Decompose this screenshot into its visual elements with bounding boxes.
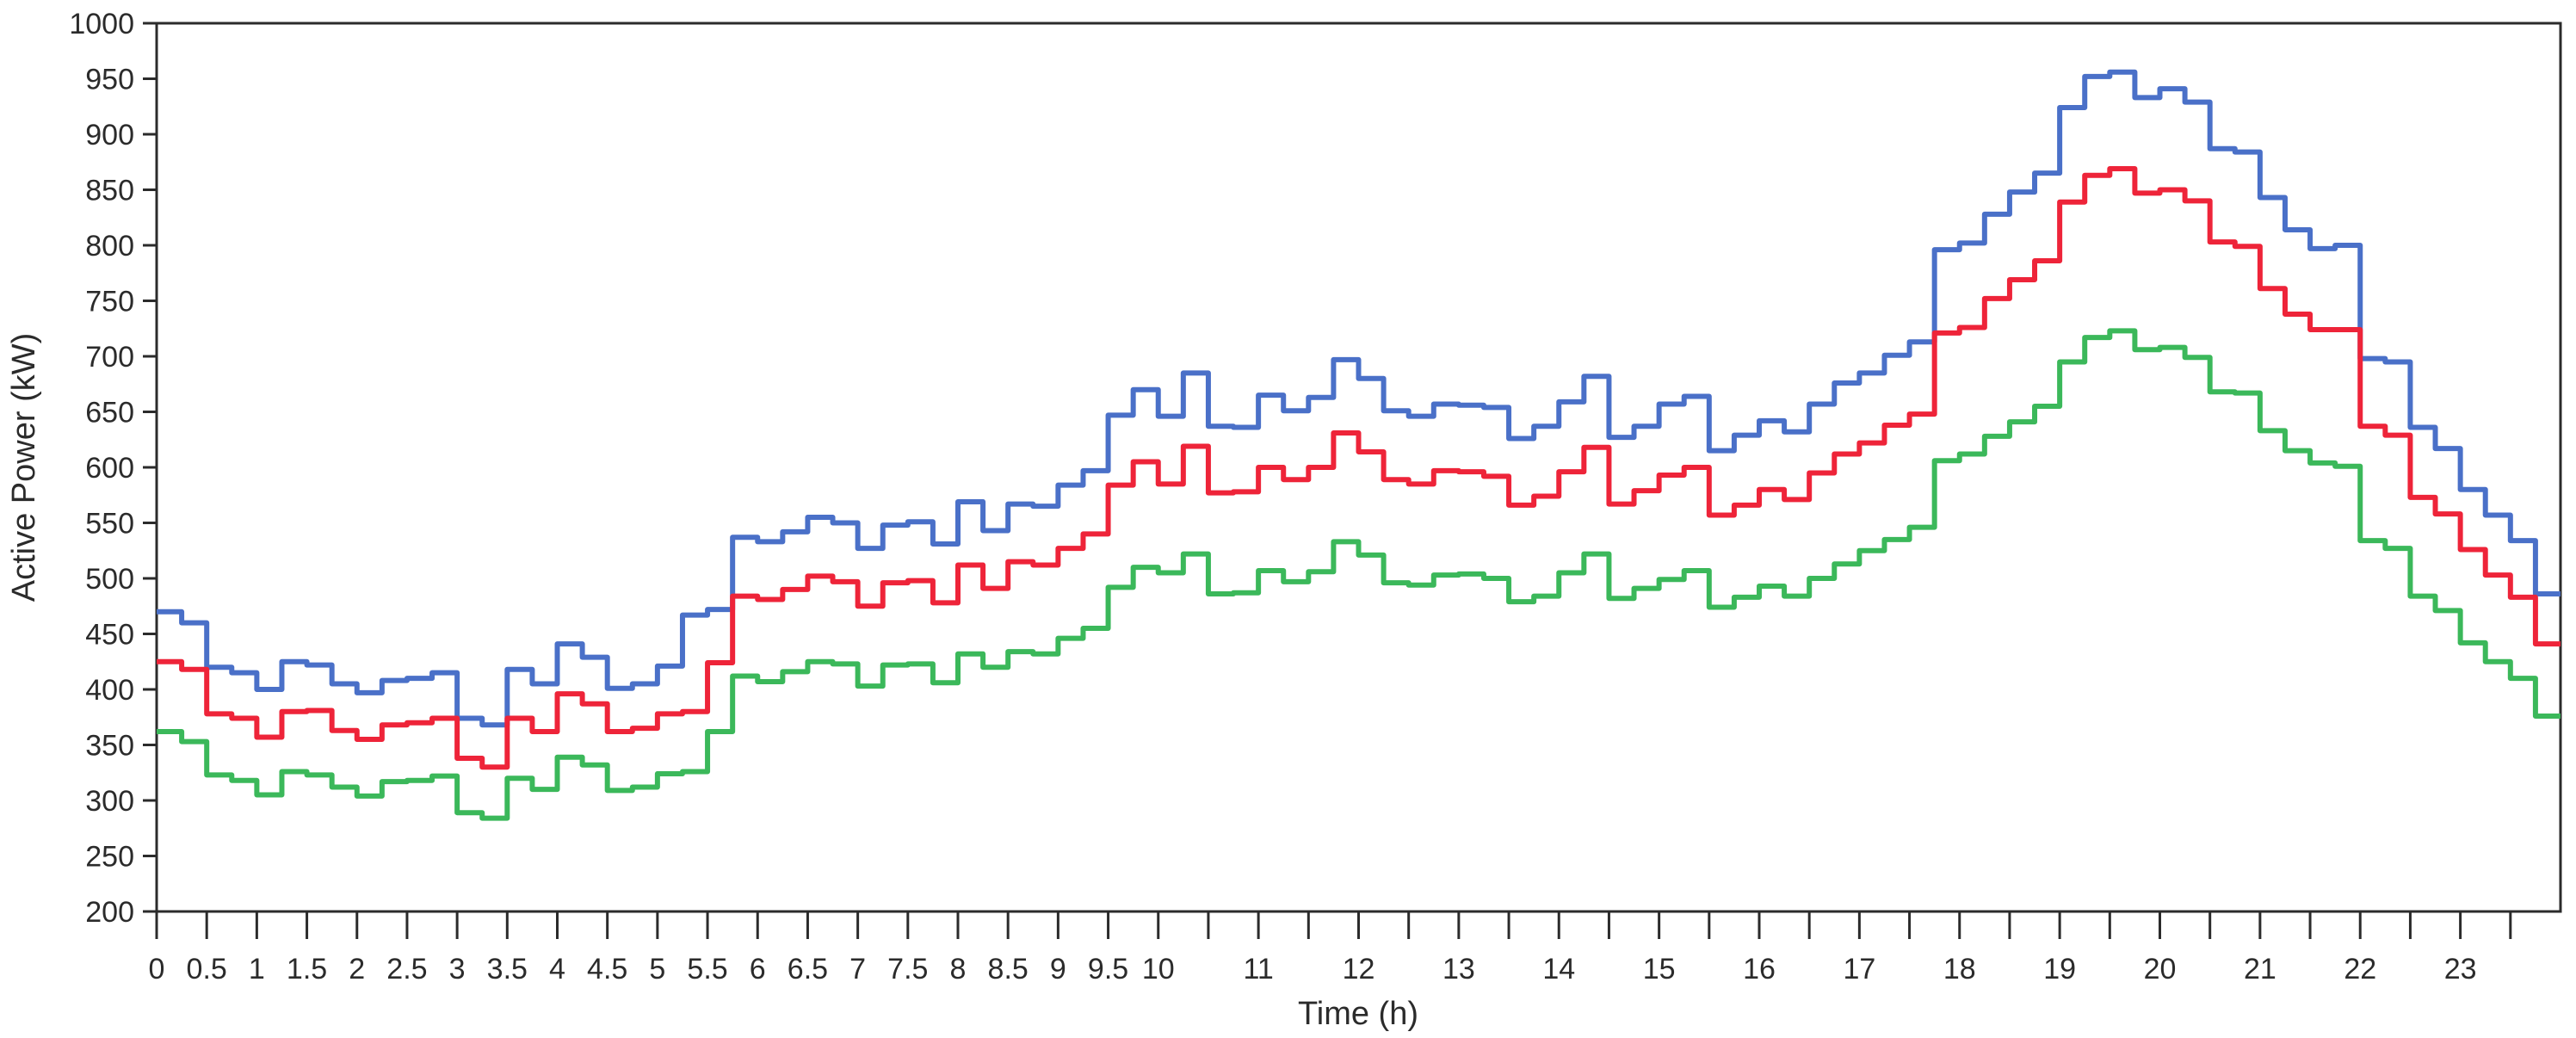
y-tick-label: 600 (85, 452, 134, 485)
x-tick-label: 11 (1243, 953, 1273, 985)
x-tick-label: 6.5 (788, 953, 828, 985)
y-tick-label: 650 (85, 397, 134, 429)
y-tick-label: 550 (85, 508, 134, 541)
x-tick-label: 0 (149, 953, 165, 985)
x-tick-label: 1.5 (287, 953, 327, 985)
x-tick-label: 10 (1142, 953, 1175, 985)
middle-red-series (157, 165, 2561, 770)
y-tick-label: 850 (85, 175, 134, 207)
x-tick-label: 0.5 (187, 953, 227, 985)
x-tick-label: 9 (1050, 953, 1066, 985)
x-tick-label: 13 (1442, 953, 1475, 985)
x-tick-label: 2 (349, 953, 365, 985)
x-tick-label: 20 (2144, 953, 2177, 985)
x-axis-title: Time (h) (1298, 996, 1418, 1032)
x-tick-label: 17 (1843, 953, 1875, 985)
y-axis-tick-labels: 200 250 300 350 400 450 500 550 600 650 700 750 800 8… (69, 8, 134, 929)
x-tick-label: 12 (1343, 953, 1375, 985)
y-tick-label: 800 (85, 230, 134, 263)
x-tick-label: 3 (449, 953, 466, 985)
x-tick-label: 1 (249, 953, 265, 985)
x-tick-label: 16 (1743, 953, 1776, 985)
lower-green-series (157, 328, 2561, 821)
x-tick-label: 5 (649, 953, 665, 985)
x-tick-label: 15 (1643, 953, 1676, 985)
x-tick-label: 18 (1943, 953, 1976, 985)
x-tick-label: 5.5 (687, 953, 727, 985)
x-tick-label: 14 (1542, 953, 1575, 985)
x-tick-label: 3.5 (487, 953, 528, 985)
x-axis-tick-labels: 0 0.5 1 1.5 2 2.5 3 3.5 4 4.5 5 5.5 6 6.5 7 7.5 8 8.5 9 9.5… (149, 953, 2477, 985)
x-tick-label: 7 (849, 953, 866, 985)
upper-blue-series (157, 69, 2561, 728)
y-tick-label: 500 (85, 563, 134, 596)
y-tick-label: 700 (85, 341, 134, 374)
series-lines (157, 69, 2561, 821)
x-axis-ticks (155, 911, 2512, 939)
y-tick-label: 250 (85, 841, 134, 874)
y-axis-ticks (143, 22, 157, 913)
x-tick-label: 22 (2344, 953, 2376, 985)
y-axis-title: Active Power (kW) (6, 333, 42, 602)
x-tick-label: 19 (2043, 953, 2076, 985)
x-tick-label: 7.5 (887, 953, 928, 985)
x-tick-label: 23 (2444, 953, 2477, 985)
x-tick-label: 4 (549, 953, 565, 985)
y-tick-label: 200 (85, 896, 134, 929)
x-tick-label: 21 (2244, 953, 2276, 985)
y-tick-label: 950 (85, 64, 134, 96)
y-tick-label: 400 (85, 674, 134, 707)
x-tick-label: 8 (950, 953, 967, 985)
x-tick-label: 2.5 (386, 953, 427, 985)
y-tick-label: 450 (85, 619, 134, 652)
x-tick-label: 9.5 (1088, 953, 1128, 985)
x-tick-label: 6 (750, 953, 766, 985)
x-tick-label: 4.5 (587, 953, 627, 985)
y-tick-label: 750 (85, 286, 134, 318)
y-tick-label: 300 (85, 785, 134, 818)
y-tick-label: 900 (85, 119, 134, 151)
y-tick-label: 350 (85, 730, 134, 763)
x-tick-label: 8.5 (988, 953, 1029, 985)
y-tick-label: 1000 (69, 8, 134, 40)
